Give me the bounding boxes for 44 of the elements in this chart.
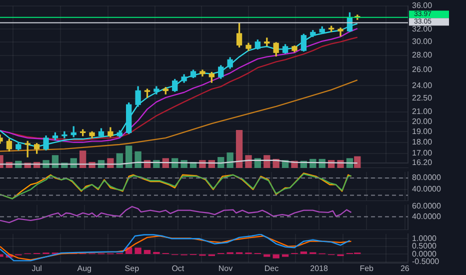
bar — [272, 254, 280, 258]
bar — [126, 146, 132, 168]
y-tick-label: 17.00 — [412, 148, 433, 158]
y-tick-label: -0.5000 — [412, 257, 440, 266]
y-tick-label: 60.0000 — [412, 201, 442, 210]
x-tick-label: Aug — [77, 264, 92, 274]
bar — [264, 155, 270, 168]
bar — [236, 130, 243, 168]
bar — [116, 153, 123, 168]
bar — [134, 248, 142, 254]
y-tick-label: 40.0000 — [412, 212, 442, 221]
y-tick-label: 0.0000 — [412, 249, 438, 258]
x-tick-label: 26 — [400, 264, 410, 274]
bar — [134, 151, 142, 168]
y-tick-label: 28.00 — [412, 50, 433, 60]
y-tick-label: 22.50 — [412, 94, 433, 103]
bar — [354, 156, 361, 168]
y-tick-label: 26.00 — [412, 65, 433, 74]
bar — [144, 250, 151, 254]
y-tick-label: 80.0000 — [412, 173, 442, 182]
y-tick-label: 18.00 — [412, 137, 433, 146]
y-tick-label: 32.00 — [412, 24, 433, 34]
bar — [226, 152, 234, 168]
x-tick-label: Feb — [360, 264, 374, 274]
y-tick-label: 20.00 — [412, 116, 433, 126]
x-tick-label: Jul — [32, 264, 42, 274]
bar — [245, 155, 252, 168]
y-tick-label: 36.00 — [412, 1, 433, 10]
x-tick-label: 2018 — [310, 264, 328, 274]
x-tick-label: Oct — [172, 264, 185, 274]
bar — [264, 254, 270, 257]
y-tick-label: 30.00 — [412, 37, 433, 46]
y-tick-label: 24.00 — [412, 80, 433, 90]
y-tick-label: 40.0000 — [412, 184, 442, 194]
bar — [282, 254, 289, 257]
x-tick-label: Dec — [264, 264, 279, 274]
x-tick-label: Nov — [218, 264, 233, 274]
bar — [79, 150, 86, 168]
x-tick-label: Sep — [124, 264, 140, 274]
y-tick-label: 16.20 — [412, 158, 433, 168]
y-tick-label: 21.00 — [412, 107, 433, 116]
y-tick-label: 0.5000 — [412, 242, 438, 251]
y-tick-label: 19.00 — [412, 126, 433, 136]
y-tick-label: 1.0000 — [412, 234, 438, 243]
